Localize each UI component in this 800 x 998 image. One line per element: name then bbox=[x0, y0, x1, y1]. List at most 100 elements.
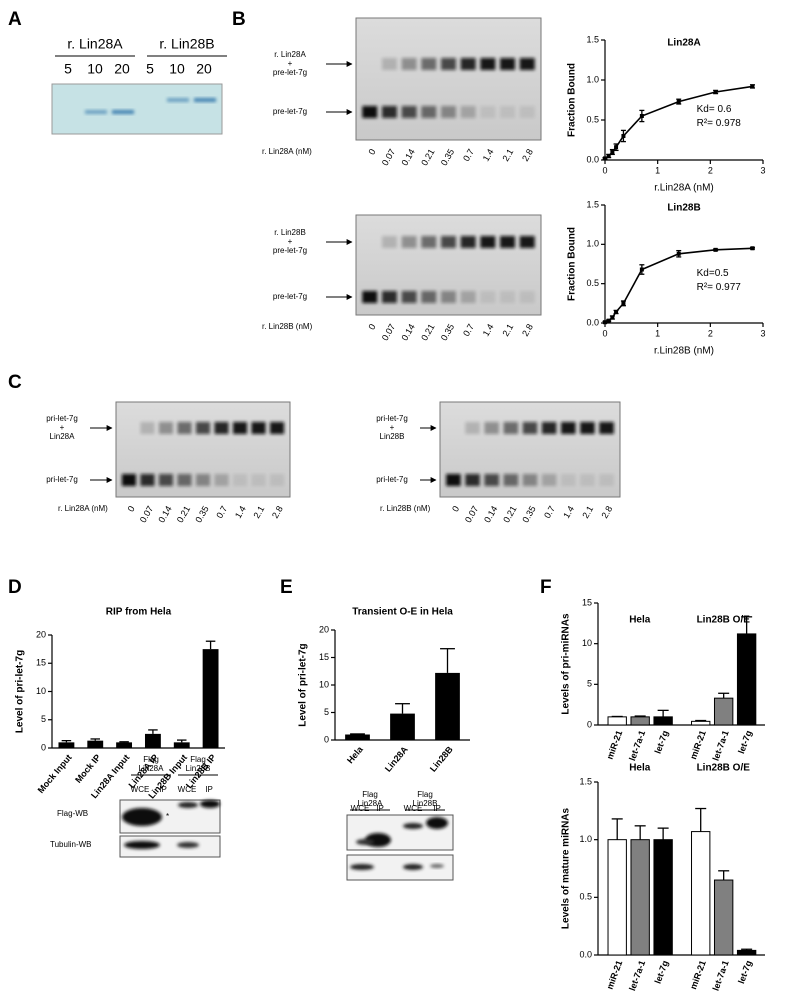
x-tick-label: let-7a-1 bbox=[627, 959, 647, 992]
bar bbox=[202, 649, 219, 748]
gel-axis-label: r. Lin28A (nM) bbox=[262, 147, 312, 156]
band bbox=[122, 808, 162, 826]
band bbox=[195, 474, 211, 486]
band-label: Lin28B bbox=[380, 432, 405, 441]
point bbox=[606, 318, 611, 323]
x-tick-label: miR-21 bbox=[605, 959, 625, 991]
band bbox=[430, 864, 444, 868]
y-tick-label: 0.5 bbox=[586, 114, 599, 124]
band bbox=[85, 110, 107, 114]
lane-label: 0.21 bbox=[419, 147, 436, 167]
lane-label: 0.07 bbox=[463, 504, 480, 524]
blot-lane-label: WCE bbox=[351, 804, 370, 813]
group-label: Hela bbox=[629, 615, 651, 626]
panel-letter: F bbox=[540, 577, 552, 598]
band bbox=[519, 58, 535, 70]
band bbox=[140, 422, 155, 434]
y-tick-label: 15 bbox=[36, 658, 46, 668]
point bbox=[606, 154, 611, 158]
band bbox=[251, 474, 266, 486]
band bbox=[599, 422, 614, 434]
blot-lane-label: IP bbox=[159, 785, 167, 794]
lane-label: 2.8 bbox=[520, 147, 535, 163]
bar bbox=[173, 742, 190, 748]
lane-label: 20 bbox=[196, 61, 212, 77]
band bbox=[112, 110, 134, 114]
y-tick-label: 0.0 bbox=[586, 154, 599, 164]
lane-label: 0.35 bbox=[193, 504, 210, 524]
lane-label: 20 bbox=[114, 61, 130, 77]
band bbox=[362, 291, 378, 303]
blot-e bbox=[346, 814, 454, 881]
band bbox=[426, 817, 448, 829]
y-tick-label: 0 bbox=[587, 719, 592, 729]
x-tick-label: 0 bbox=[602, 328, 607, 338]
x-tick-label: miR-21 bbox=[688, 959, 708, 991]
group-label: Lin28B O/E bbox=[697, 615, 751, 626]
point bbox=[610, 150, 615, 154]
lane-label: 2.8 bbox=[270, 504, 285, 520]
band bbox=[140, 474, 155, 486]
lane-label: 0 bbox=[366, 322, 377, 331]
band bbox=[121, 474, 136, 486]
band bbox=[350, 864, 374, 870]
band bbox=[561, 422, 576, 434]
band bbox=[500, 236, 516, 248]
band-label: pre-let-7g bbox=[273, 107, 307, 116]
band bbox=[232, 474, 248, 486]
band bbox=[441, 236, 456, 248]
band bbox=[401, 106, 417, 118]
lane-label: 5 bbox=[146, 61, 154, 77]
band bbox=[522, 474, 538, 486]
x-tick-label: Mock Input bbox=[36, 752, 74, 795]
band bbox=[484, 474, 499, 486]
panel-letter: B bbox=[232, 9, 246, 30]
band bbox=[519, 106, 535, 118]
bar bbox=[736, 949, 757, 956]
band bbox=[480, 106, 496, 118]
gel-header: r. Lin28A bbox=[67, 36, 123, 52]
band-label: r. Lin28A bbox=[274, 50, 306, 59]
band bbox=[401, 236, 417, 248]
y-tick-label: 0.5 bbox=[579, 892, 592, 902]
gel-axis-label: r. Lin28B (nM) bbox=[380, 504, 431, 513]
lane-label: 2.1 bbox=[500, 322, 515, 338]
blot-group-label: Flag bbox=[362, 790, 378, 799]
lane-label: 0.14 bbox=[400, 147, 417, 167]
y-tick-label: 5 bbox=[587, 679, 592, 689]
band-label: + bbox=[390, 423, 395, 432]
x-tick-label: 0 bbox=[602, 165, 607, 175]
point bbox=[614, 145, 619, 150]
bar bbox=[713, 697, 734, 726]
band bbox=[177, 842, 199, 848]
band bbox=[362, 106, 378, 118]
blot-group-label: Flag bbox=[417, 790, 433, 799]
gel-axis-label: r. Lin28A (nM) bbox=[58, 504, 108, 513]
lane-label: 10 bbox=[87, 61, 103, 77]
band bbox=[541, 422, 557, 434]
blot-group-label: Lin28B bbox=[413, 799, 438, 808]
band bbox=[446, 474, 461, 486]
lane-label: 1.4 bbox=[233, 504, 248, 520]
group-label: Lin28B O/E bbox=[697, 763, 751, 774]
y-tick-label: 0.0 bbox=[579, 949, 592, 959]
bar bbox=[630, 839, 650, 956]
x-tick-label: let-7g bbox=[653, 729, 671, 755]
lane-label: 0.7 bbox=[542, 504, 557, 520]
lane-label: 10 bbox=[169, 61, 185, 77]
y-axis-label: Fraction Bound bbox=[567, 227, 578, 301]
band bbox=[177, 474, 192, 486]
band bbox=[158, 422, 174, 434]
bar bbox=[653, 716, 673, 726]
band bbox=[500, 291, 516, 303]
annotation: R²= 0.978 bbox=[697, 118, 742, 129]
annotation: Kd=0.5 bbox=[697, 268, 729, 279]
band bbox=[500, 106, 516, 118]
y-tick-label: 10 bbox=[319, 679, 329, 689]
band bbox=[421, 291, 437, 303]
y-tick-label: 10 bbox=[582, 638, 592, 648]
band bbox=[480, 291, 496, 303]
x-tick-label: 2 bbox=[708, 328, 713, 338]
panel-letter: D bbox=[8, 577, 22, 598]
bar bbox=[345, 734, 370, 740]
